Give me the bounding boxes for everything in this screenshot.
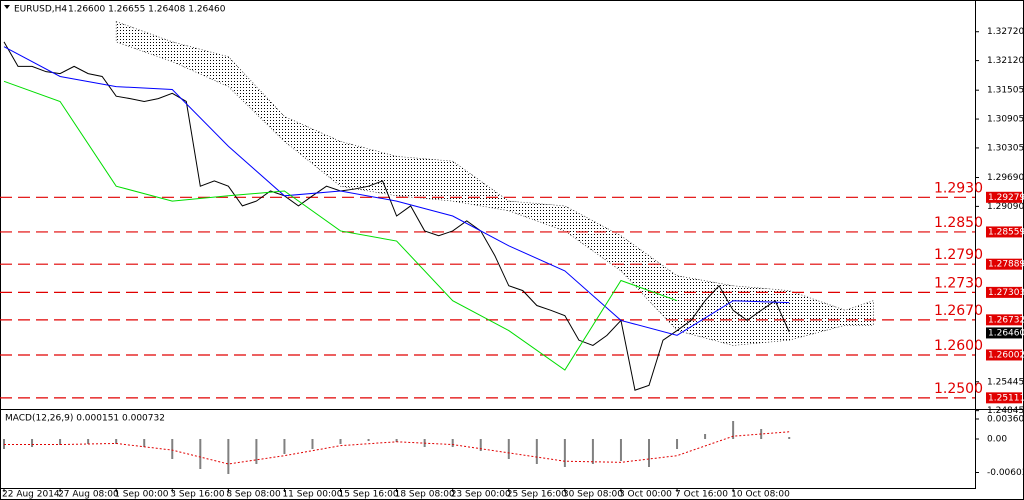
x-tick-label: 10 Oct 08:00 [731,490,790,500]
macd-bar [591,439,594,464]
current-price-label: 1.26460 [988,328,1024,338]
macd-bar [115,439,118,444]
macd-bar [676,439,679,449]
level-tag [986,286,1022,298]
level-tag-label: 1.27303 [988,288,1024,298]
macd-bar [143,439,146,447]
macd-bar [171,439,174,459]
level-tag-label: 1.26002 [988,350,1024,360]
x-tick-label: 3 Oct 00:00 [619,490,672,500]
macd-bar [535,439,538,464]
x-tick-label: 7 Oct 16:00 [675,490,728,500]
macd-bar [283,439,286,454]
x-tick-label: 23 Sep 00:00 [451,490,511,500]
y-tick-label: 1.24845 [987,406,1024,416]
macd-bar [704,434,707,439]
quote: 1.26600 1.26655 1.26408 1.26460 [68,5,226,15]
level-tag-label: 1.25111 [988,393,1024,403]
level-tag-label: 1.29279 [988,193,1024,203]
macd-bar [619,439,622,461]
level-label: 1.2850 [934,215,983,231]
level-tag [986,258,1022,270]
macd-bar [395,439,398,442]
x-tick-label: 22 Aug 2014 [2,490,60,500]
level-tag-label: 1.26732 [988,315,1024,325]
macd-y-tick-label: 0.00 [987,435,1007,445]
x-tick-label: 27 Aug 08:00 [58,490,119,500]
level-label: 1.2790 [934,247,983,263]
price-line [3,46,790,336]
macd-signal [4,431,790,465]
level-tag [986,349,1022,361]
level-label: 1.2500 [934,381,983,397]
level-tag-label: 1.27889 [988,260,1024,270]
symbol: EURUSD,H4 [14,5,67,15]
macd-bar [311,439,314,449]
x-tick-label: 15 Sep 16:00 [339,490,399,500]
level-tag-label: 1.28559 [988,227,1024,237]
price-line [3,41,790,391]
macd-bar [31,439,34,447]
level-label: 1.2730 [934,275,983,291]
macd-bar [367,439,370,441]
y-tick-label: 1.30305 [987,143,1024,153]
macd-bar [479,439,482,451]
level-tag [986,191,1022,203]
macd-bar [507,439,510,459]
current-price-tag [986,327,1022,339]
x-tick-label: 8 Sep 08:00 [226,490,281,500]
macd-bar [451,439,454,447]
y-tick-label: 1.29090 [987,202,1024,212]
macd-bar [87,439,90,444]
macd-bar [788,437,791,439]
menu-icon [4,5,10,9]
price-line [3,80,678,371]
level-label: 1.2930 [934,180,983,196]
macd-bar [59,439,62,445]
x-tick-label: 18 Sep 08:00 [395,490,455,500]
macd-bar [647,439,650,467]
macd-y-tick-label: 0.003601 [987,414,1024,424]
macd-bar [563,439,566,467]
level-tag [986,226,1022,238]
x-tick-label: 1 Sep 00:00 [114,490,169,500]
macd-bar [227,439,230,474]
macd-bar [255,439,258,464]
x-tick-label: 3 Sep 16:00 [170,490,225,500]
ichimoku-cloud [115,21,874,346]
macd-bar [732,421,735,439]
x-tick-label: 30 Sep 08:00 [563,490,623,500]
y-tick-label: 1.29690 [987,173,1024,183]
x-tick-label: 25 Sep 16:00 [507,490,567,500]
macd-title: MACD(12,26,9) 0.000151 0.000732 [5,414,165,424]
y-tick-label: 1.25445 [987,377,1024,387]
y-tick-label: 1.32120 [987,56,1024,66]
macd-y-tick-label: -0.00603 [987,468,1024,478]
level-label: 1.2600 [934,338,983,354]
level-label: 1.2670 [934,303,983,319]
y-tick-label: 1.32720 [987,27,1024,37]
macd-bar [199,439,202,469]
level-tag [986,314,1022,326]
level-tag [986,392,1022,404]
macd-bar [3,439,6,449]
macd-bar [339,439,342,444]
y-tick-label: 1.30905 [987,115,1024,125]
y-tick-label: 1.31505 [987,86,1024,96]
x-tick-label: 11 Sep 00:00 [282,490,342,500]
